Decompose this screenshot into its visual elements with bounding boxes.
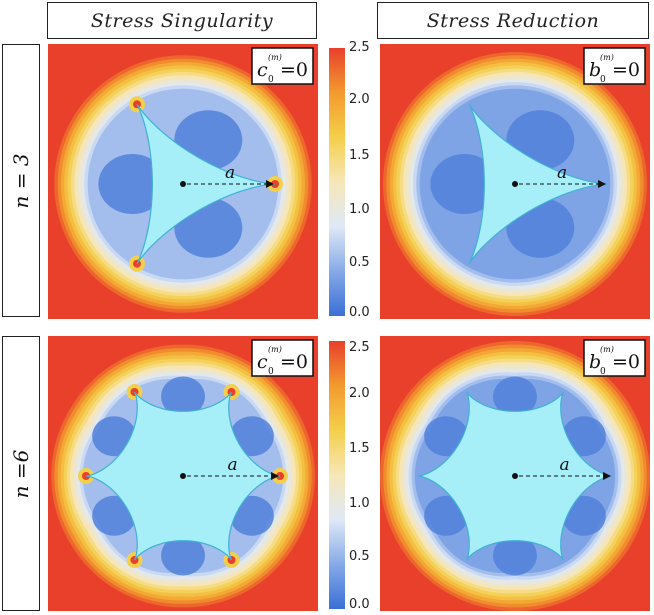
column-title-reduction: Stress Reduction	[426, 9, 600, 32]
radius-label: a	[228, 455, 238, 475]
column-title-singularity: Stress Singularity	[90, 9, 274, 32]
colorbar-bottom-tick: 2.0	[349, 386, 370, 401]
svg-text:c: c	[257, 59, 268, 81]
svg-text:b: b	[589, 59, 601, 81]
svg-text:(m): (m)	[600, 345, 614, 354]
colorbar-top-tick: 2.5	[349, 40, 370, 55]
svg-text:0: 0	[268, 75, 274, 85]
colorbar-top	[329, 48, 345, 316]
svg-text:(m): (m)	[268, 345, 282, 354]
row-header-n3: n = 3	[2, 44, 40, 317]
condition-label: b(m) 0 =0	[583, 47, 646, 85]
panel-n6-reduction: a b(m) 0 =0	[380, 336, 650, 611]
column-header-singularity: Stress Singularity	[47, 2, 317, 39]
svg-text:=0: =0	[612, 59, 640, 81]
svg-text:(m): (m)	[268, 53, 282, 62]
colorbar-bottom-tick: 0.0	[349, 597, 370, 612]
radius-label: a	[225, 163, 235, 183]
colorbar-bottom-tick: 0.5	[349, 549, 370, 564]
svg-text:=0: =0	[280, 351, 308, 373]
svg-text:0: 0	[600, 367, 606, 377]
row-label-n6: n =6	[9, 449, 33, 498]
svg-text:=0: =0	[612, 351, 640, 373]
colorbar-top-tick: 0.0	[349, 305, 370, 320]
radius-label: a	[557, 163, 567, 183]
radius-label: a	[560, 455, 570, 475]
panel-n6-singularity: a c(m) 0 =0	[48, 336, 318, 611]
colorbar-bottom-tick: 1.5	[349, 441, 370, 456]
colorbar-bottom-tick: 1.0	[349, 496, 370, 511]
svg-text:b: b	[589, 351, 601, 373]
svg-text:0: 0	[600, 75, 606, 85]
colorbar-top-tick: 1.5	[349, 148, 370, 163]
svg-text:0: 0	[268, 367, 274, 377]
svg-text:c: c	[257, 351, 268, 373]
colorbar-top-tick: 2.0	[349, 92, 370, 107]
row-header-n6: n =6	[2, 336, 40, 611]
colorbar-bottom-tick: 2.5	[349, 340, 370, 355]
svg-text:=0: =0	[280, 59, 308, 81]
svg-text:(m): (m)	[600, 53, 614, 62]
row-label-n3: n = 3	[9, 152, 33, 209]
colorbar-top-tick: 0.5	[349, 255, 370, 270]
colorbar-bottom	[329, 341, 345, 609]
colorbar-top-tick: 1.0	[349, 202, 370, 217]
condition-label: b(m) 0 =0	[583, 339, 646, 377]
panel-n3-reduction: a b(m) 0 =0	[380, 44, 650, 319]
panel-n3-singularity: a c(m) 0 =0	[48, 44, 318, 319]
column-header-reduction: Stress Reduction	[377, 2, 649, 39]
condition-label: c(m) 0 =0	[251, 47, 314, 85]
condition-label: c(m) 0 =0	[251, 339, 314, 377]
